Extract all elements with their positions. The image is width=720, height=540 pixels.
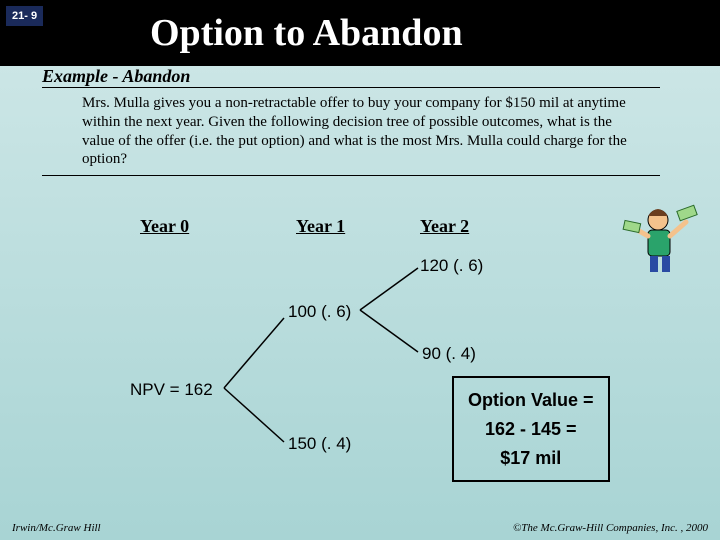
slide-title: Option to Abandon (150, 11, 463, 55)
node-120: 120 (. 6) (420, 256, 483, 276)
option-line1: Option Value = (468, 386, 594, 415)
option-line2: 162 - 145 = (468, 415, 594, 444)
header-bar: 21- 9 Option to Abandon (0, 0, 720, 66)
npv-label: NPV = 162 (130, 380, 213, 400)
decision-tree: Year 0 Year 1 Year 2 120 (. 6) 100 (. 6)… (0, 210, 720, 490)
problem-text: Mrs. Mulla gives you a non-retractable o… (82, 94, 648, 169)
divider (42, 175, 660, 176)
option-line3: $17 mil (468, 444, 594, 473)
option-value-box: Option Value = 162 - 145 = $17 mil (452, 376, 610, 482)
node-100: 100 (. 6) (288, 302, 351, 322)
money-person-icon (620, 198, 700, 278)
page-number: 21- 9 (6, 6, 43, 26)
node-150: 150 (. 4) (288, 434, 351, 454)
tree-lines (0, 210, 720, 490)
footer-right: ©The Mc.Graw-Hill Companies, Inc. , 2000 (513, 522, 708, 534)
node-90: 90 (. 4) (422, 344, 476, 364)
footer-left: Irwin/Mc.Graw Hill (12, 522, 101, 534)
example-subtitle: Example - Abandon (42, 66, 660, 88)
